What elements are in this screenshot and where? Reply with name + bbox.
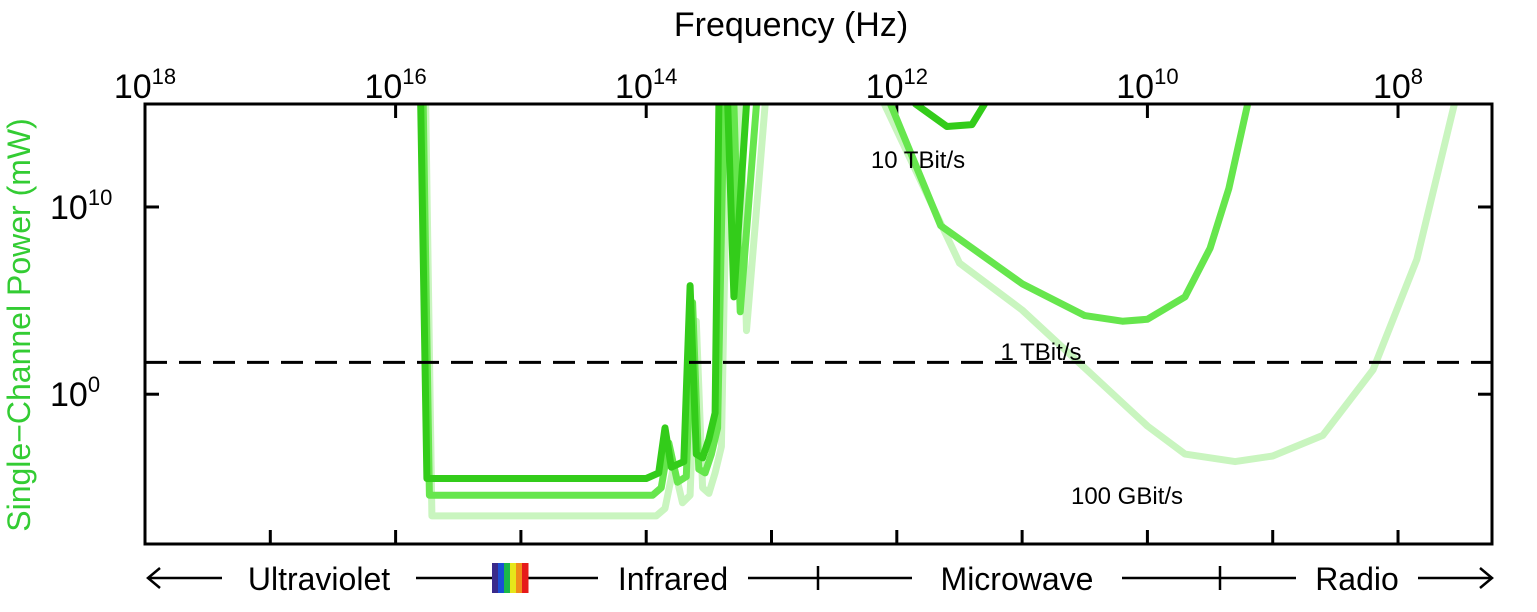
band-arrow-left	[146, 567, 161, 589]
band-radio: Radio	[1315, 561, 1399, 597]
spectrum-stripe-2	[504, 563, 511, 593]
spectrum-stripe-5	[522, 563, 529, 593]
series-1-segment-1	[730, 104, 760, 316]
series-2-segment-2	[880, 104, 1458, 466]
y-axis-ticks: 1010 100	[50, 185, 1492, 414]
chart-title: Frequency (Hz)	[674, 6, 908, 44]
spectrum-stripe-0	[492, 563, 499, 593]
spectrum-stripe-4	[516, 563, 523, 593]
series-1-segment-0	[419, 104, 728, 499]
band-bg-ultraviolet	[222, 560, 416, 596]
band-bg-infrared	[598, 560, 748, 596]
annotation-1tbit: 1 TBit/s	[1001, 339, 1082, 366]
y-tick-label-1: 100	[50, 372, 100, 414]
annotation-100gbit: 100 GBit/s	[1071, 483, 1183, 510]
series-1-segment-2	[887, 104, 1252, 325]
band-ultraviolet: Ultraviolet	[248, 561, 390, 597]
band-arrow-right	[1479, 567, 1494, 589]
x-tick-label-1: 1016	[364, 64, 426, 106]
x-tick-label-5: 108	[1373, 64, 1423, 106]
annotations: 10 TBit/s 1 TBit/s 100 GBit/s	[871, 147, 1183, 510]
x-tick-label-3: 1012	[866, 64, 928, 106]
annotation-10tbit: 10 TBit/s	[871, 147, 965, 174]
spectrum-stripe-1	[498, 563, 505, 593]
x-tick-label-2: 1014	[615, 64, 677, 106]
series-0-segment-2	[912, 104, 988, 130]
series-0-segment-0	[417, 104, 723, 482]
band-bg-microwave	[912, 560, 1122, 596]
series-0-segment-1	[724, 104, 750, 301]
series-layer	[417, 104, 1458, 520]
band-microwave: Microwave	[941, 561, 1094, 597]
spectrum-bands: Ultraviolet Infrared Microwave Radio	[146, 560, 1494, 597]
band-bg-radio	[1296, 560, 1418, 596]
x-axis-ticks: 1018 1016 1014 1012 1010 108	[114, 64, 1423, 544]
band-infrared: Infrared	[618, 561, 728, 597]
y-axis-label: Single−Channel Power (mW)	[1, 118, 37, 532]
visible-spectrum-swatch	[492, 563, 529, 593]
y-tick-label-0: 1010	[50, 185, 112, 227]
series-2-segment-0	[422, 104, 732, 520]
plot-frame	[143, 102, 1494, 546]
spectrum-stripe-3	[510, 563, 517, 593]
x-tick-label-4: 1010	[1116, 64, 1178, 106]
x-tick-label-0: 1018	[114, 64, 176, 106]
